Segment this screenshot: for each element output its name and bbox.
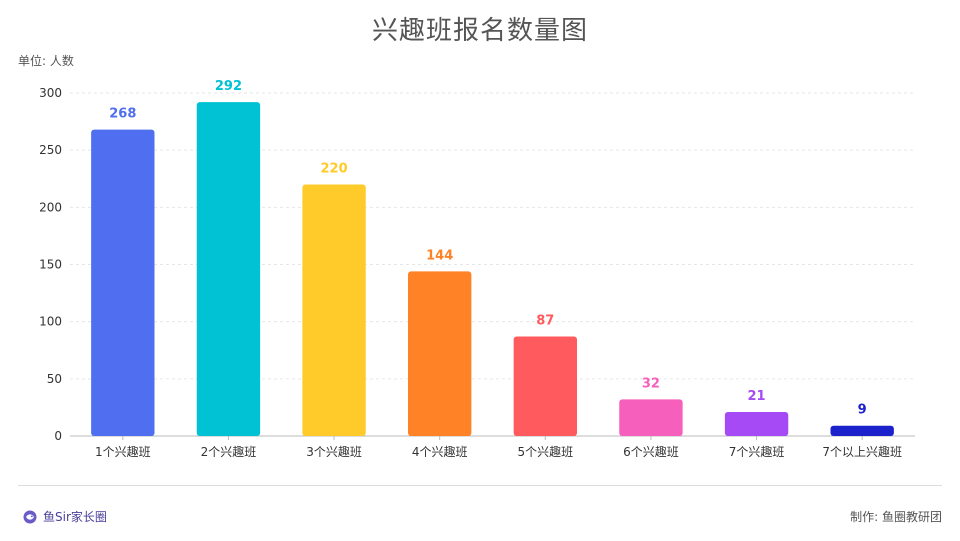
data-label: 268	[109, 107, 136, 122]
chart-title: 兴趣班报名数量图	[371, 16, 588, 46]
y-tick-label: 0	[54, 429, 62, 443]
x-tick-label: 5个兴趣班	[517, 444, 573, 459]
brand: 鱼Sir家长圈	[22, 508, 107, 525]
x-tick-label: 7个以上兴趣班	[822, 444, 902, 459]
x-tick-label: 2个兴趣班	[201, 444, 257, 459]
credit-text: 制作: 鱼圈教研团	[850, 510, 942, 524]
data-label: 21	[748, 389, 766, 404]
bar-1	[91, 129, 155, 436]
bar-7	[724, 411, 789, 436]
data-label: 9	[858, 403, 867, 418]
y-tick-label: 50	[47, 372, 62, 386]
x-tick-label: 4个兴趣班	[412, 444, 468, 459]
data-label: 144	[426, 248, 453, 263]
bar-8	[830, 425, 894, 436]
brand-name: 鱼Sir家长圈	[43, 510, 107, 524]
bar-6	[619, 399, 683, 436]
bar-3	[302, 184, 366, 436]
unit-label: 单位: 人数	[18, 54, 74, 68]
y-tick-label: 100	[39, 315, 62, 329]
data-label: 32	[642, 376, 660, 391]
data-label: 87	[536, 314, 554, 329]
x-tick-label: 3个兴趣班	[306, 444, 362, 459]
bar-chart: 0 50 100 150 200 250 300 268 1个兴趣班 292 2个兴趣班 220 3个兴…	[39, 79, 915, 459]
bar-5	[513, 336, 577, 436]
bar-4	[408, 271, 472, 436]
data-label: 292	[215, 79, 242, 94]
x-tick-label: 1个兴趣班	[95, 444, 151, 459]
y-tick-label: 300	[39, 86, 62, 100]
x-tick-label: 6个兴趣班	[623, 444, 679, 459]
footer-divider	[18, 485, 942, 486]
y-tick-label: 200	[39, 200, 62, 214]
y-tick-label: 250	[39, 143, 62, 157]
bar-2	[196, 102, 261, 436]
fish-logo-icon	[23, 510, 37, 523]
data-label: 220	[320, 161, 347, 176]
x-tick-label: 7个兴趣班	[729, 444, 785, 459]
y-tick-label: 150	[39, 258, 62, 272]
